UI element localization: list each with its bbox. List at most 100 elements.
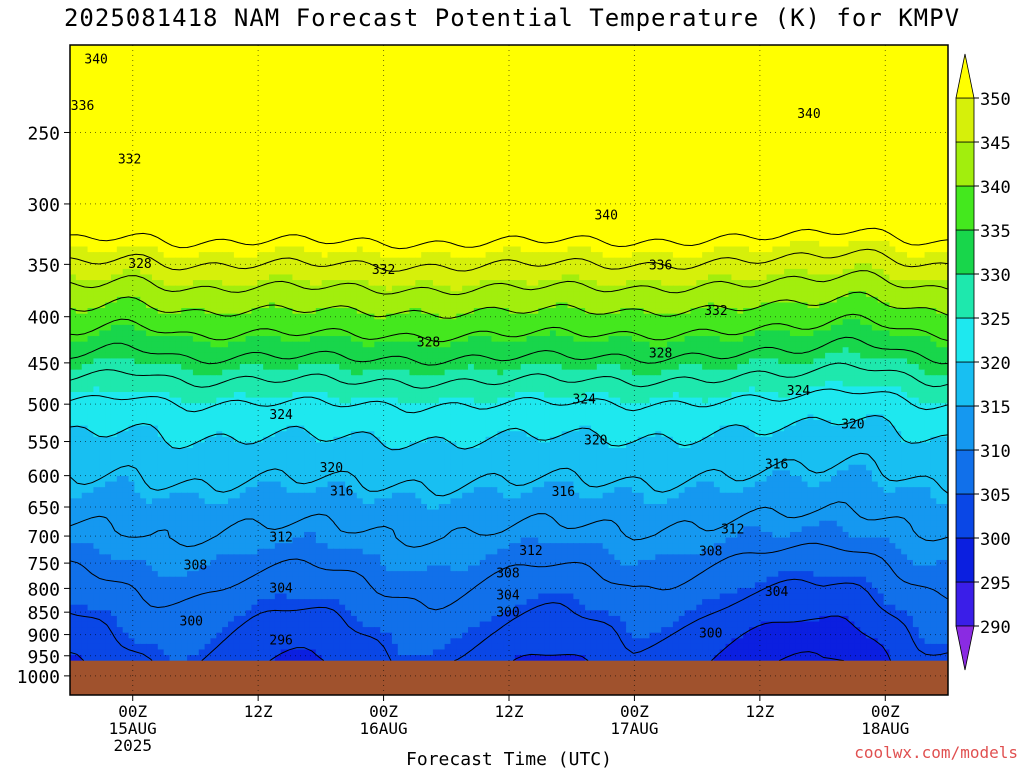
heatmap-cell [116, 151, 124, 158]
heatmap-cell [778, 145, 785, 152]
heatmap-cell [491, 156, 498, 164]
heatmap-cell [157, 196, 165, 203]
heatmap-cell [181, 140, 188, 147]
heatmap-cell [825, 156, 832, 164]
heatmap-cell [643, 134, 651, 141]
heatmap-cell [151, 78, 159, 85]
heatmap-cell [175, 168, 182, 175]
heatmap-cell [391, 95, 399, 102]
heatmap-cell [163, 89, 171, 96]
heatmap-cell [883, 89, 891, 96]
heatmap-cell [672, 201, 680, 208]
heatmap-cell [468, 218, 475, 225]
heatmap-cell [520, 151, 528, 158]
heatmap-cell [924, 89, 932, 96]
heatmap-cell [163, 196, 171, 203]
heatmap-cell [713, 196, 721, 203]
heatmap-cell [912, 100, 920, 108]
heatmap-cell [497, 168, 504, 175]
heatmap-cell [233, 84, 241, 91]
heatmap-cell [333, 218, 340, 225]
heatmap-cell [339, 145, 346, 152]
heatmap-cell [848, 117, 855, 124]
heatmap-cell [842, 112, 850, 119]
heatmap-cell [473, 212, 481, 220]
heatmap-cell [70, 123, 77, 130]
heatmap-cell [87, 78, 95, 85]
heatmap-cell [93, 50, 100, 57]
heatmap-cell [866, 117, 873, 124]
heatmap-cell [116, 156, 124, 164]
heatmap-cell [772, 184, 779, 192]
heatmap-cell [368, 61, 375, 68]
heatmap-cell [286, 67, 294, 74]
heatmap-cell [912, 72, 920, 80]
heatmap-cell [192, 140, 200, 147]
heatmap-cell [930, 95, 937, 102]
heatmap-cell [608, 78, 615, 85]
heatmap-cell [643, 61, 651, 68]
heatmap-cell [614, 50, 621, 57]
heatmap-cell [807, 100, 814, 108]
heatmap-cell [409, 212, 416, 220]
heatmap-cell [292, 179, 299, 186]
heatmap-cell [432, 145, 440, 152]
heatmap-cell [462, 95, 469, 102]
heatmap-cell [345, 84, 352, 91]
heatmap-cell [427, 151, 434, 158]
heatmap-cell [754, 106, 762, 113]
heatmap-cell [924, 134, 932, 141]
heatmap-cell [924, 123, 932, 130]
heatmap-cell [216, 50, 223, 57]
heatmap-cell [304, 61, 311, 68]
heatmap-cell [503, 190, 510, 197]
heatmap-cell [696, 123, 703, 130]
heatmap-cell [204, 117, 212, 124]
heatmap-cell [122, 117, 130, 124]
heatmap-cell [602, 184, 610, 192]
heatmap-cell [719, 112, 727, 119]
heatmap-cell [157, 100, 165, 108]
heatmap-cell [713, 112, 721, 119]
heatmap-cell [795, 45, 803, 52]
heatmap-cell [784, 50, 791, 57]
heatmap-cell [544, 117, 551, 124]
heatmap-cell [374, 56, 381, 63]
heatmap-cell [848, 207, 855, 214]
heatmap-cell [228, 224, 235, 231]
heatmap-cell [754, 224, 762, 231]
heatmap-cell [157, 140, 165, 147]
heatmap-cell [105, 67, 112, 74]
heatmap-cell [116, 78, 124, 85]
heatmap-cell [842, 224, 850, 231]
heatmap-cell [350, 72, 358, 80]
heatmap-cell [825, 201, 832, 208]
heatmap-cell [216, 106, 223, 113]
heatmap-cell [157, 179, 165, 186]
heatmap-cell [228, 207, 235, 214]
heatmap-cell [81, 89, 89, 96]
heatmap-cell [298, 134, 305, 141]
heatmap-cell [813, 156, 820, 164]
heatmap-cell [737, 106, 744, 113]
heatmap-cell [631, 218, 639, 225]
heatmap-cell [362, 89, 370, 96]
heatmap-cell [257, 117, 264, 124]
heatmap-cell [456, 196, 463, 203]
heatmap-cell [239, 207, 247, 214]
heatmap-cell [462, 112, 469, 119]
heatmap-cell [942, 145, 948, 152]
heatmap-cell [99, 72, 106, 80]
heatmap-cell [725, 196, 733, 203]
heatmap-cell [549, 45, 557, 52]
heatmap-cell [626, 162, 633, 169]
heatmap-cell [784, 207, 791, 214]
heatmap-cell [918, 151, 926, 158]
heatmap-cell [286, 156, 294, 164]
heatmap-cell [737, 72, 744, 80]
heatmap-cell [110, 123, 118, 130]
heatmap-cell [105, 106, 112, 113]
heatmap-cell [895, 112, 902, 119]
heatmap-cell [468, 89, 475, 96]
heatmap-cell [877, 173, 885, 180]
